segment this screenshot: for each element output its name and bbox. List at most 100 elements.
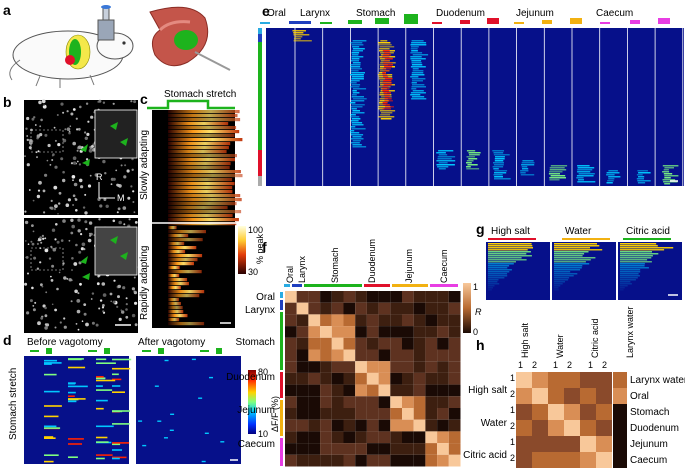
response-row <box>168 294 200 298</box>
matrix-cell <box>516 436 532 452</box>
response-band <box>351 96 364 98</box>
response-band <box>554 265 583 267</box>
response-band <box>382 72 386 74</box>
cell-dot <box>27 243 30 245</box>
response-row <box>168 178 233 182</box>
cell-dot <box>70 112 74 116</box>
response-band <box>351 68 362 70</box>
cell-dot <box>105 204 109 208</box>
matrix-left-label-caecum: Caecum <box>238 439 275 450</box>
cell-dot <box>24 282 28 286</box>
panel-e-label: e <box>262 3 270 19</box>
cell-dot <box>26 116 30 121</box>
stimulus-bar <box>280 438 283 466</box>
matrix-cell <box>355 337 367 350</box>
matrix-cell <box>308 419 321 432</box>
cell-dot <box>54 326 57 329</box>
stimulus-bar <box>260 22 270 24</box>
trial-number: 2 <box>510 453 515 463</box>
cell-dot <box>80 233 83 236</box>
stimulus-bar <box>304 284 362 287</box>
cell-dot <box>44 248 49 253</box>
response-band <box>436 152 446 154</box>
response-band <box>351 78 364 80</box>
organ-response-blocks <box>292 28 684 186</box>
response-trace <box>112 456 127 459</box>
cell-dot <box>102 159 106 164</box>
matrix-cell <box>425 454 438 467</box>
cell-dot <box>74 197 77 200</box>
matrix-cell <box>285 349 297 362</box>
matrix-cell <box>437 337 449 350</box>
response-band <box>554 263 590 265</box>
cell-dot <box>36 156 38 159</box>
response-band <box>352 136 362 138</box>
cell-dot <box>68 131 71 135</box>
cell-dot <box>50 245 53 248</box>
matrix-cell <box>413 326 426 338</box>
matrix-cell <box>366 443 379 455</box>
trial-number: 2 <box>602 360 607 370</box>
matrix-cell <box>296 337 309 350</box>
matrix-cell <box>343 396 356 408</box>
cell-dot <box>24 220 29 225</box>
response-band <box>620 273 639 275</box>
matrix-cell <box>355 431 367 444</box>
cell-dot <box>130 185 133 188</box>
response-band <box>493 174 503 176</box>
response-band <box>351 120 359 122</box>
response-band <box>494 170 508 172</box>
matrix-cell <box>437 314 449 327</box>
matrix-cell <box>448 431 461 444</box>
trial-number: 2 <box>567 360 572 370</box>
cell-dot <box>126 169 130 173</box>
response-band <box>411 82 417 84</box>
matrix-cell <box>285 431 297 444</box>
matrix-cell <box>402 372 414 385</box>
matrix-cell <box>564 372 580 388</box>
matrix-cell <box>296 443 309 455</box>
matrix-cell <box>437 302 449 315</box>
trial-number: 1 <box>510 373 515 383</box>
matrix-cell <box>413 419 426 432</box>
response-band <box>379 104 386 106</box>
cell-dot <box>37 189 41 192</box>
matrix-cell <box>596 404 612 420</box>
matrix-cell <box>308 431 321 444</box>
response-row <box>168 242 185 246</box>
stimulus-bar <box>320 22 332 24</box>
response-trace <box>44 436 54 438</box>
cell-dot <box>117 295 120 299</box>
cell-dot <box>24 210 27 213</box>
cell-dot <box>66 127 71 131</box>
cell-dot <box>104 172 107 175</box>
matrix-cell <box>320 443 332 455</box>
organ-label-duodenum: Duodenum <box>630 423 679 434</box>
matrix-cell <box>355 419 367 432</box>
matrix-cell <box>548 452 564 468</box>
response-band <box>350 74 364 76</box>
response-band <box>550 175 566 177</box>
stimulus-bar <box>289 21 311 24</box>
cell-dot <box>132 190 135 193</box>
response-band <box>378 78 389 80</box>
matrix-left-label-jejunum: Jejunum <box>237 405 275 416</box>
cell-dot <box>43 211 46 214</box>
response-band <box>378 106 391 108</box>
cell-dot <box>70 300 73 303</box>
cell-dot <box>74 289 78 294</box>
matrix-cell <box>532 420 548 436</box>
cell-dot <box>77 145 82 150</box>
matrix-cell <box>355 361 367 373</box>
cell-dot <box>44 326 48 330</box>
response-band <box>488 257 522 259</box>
response-band <box>468 152 481 154</box>
taste-headers: High salt Water Citric acid <box>488 226 671 240</box>
matrix-cell <box>355 302 367 315</box>
organ-label-oral: Oral <box>630 391 649 402</box>
response-band <box>620 251 652 253</box>
response-trace <box>68 443 82 445</box>
matrix-cell <box>285 396 297 408</box>
response-band <box>488 261 516 263</box>
stimulus-markers <box>30 348 222 354</box>
